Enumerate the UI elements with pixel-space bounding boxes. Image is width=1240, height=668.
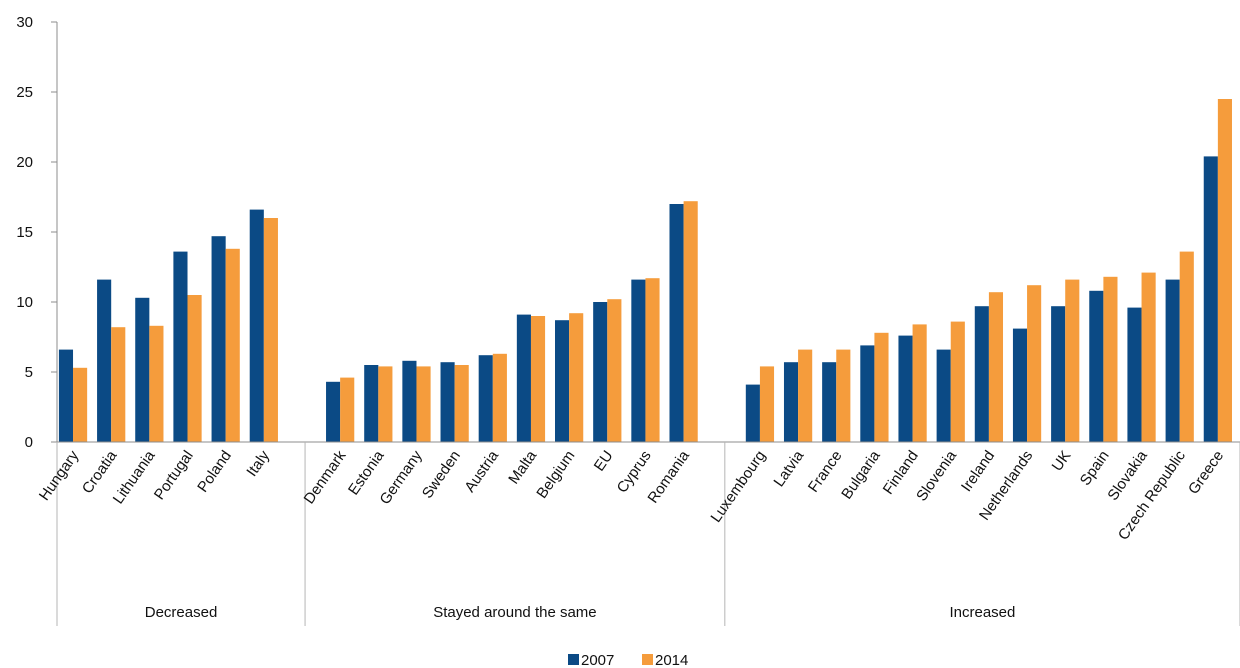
y-tick-label: 15 xyxy=(16,224,33,241)
bar-2007-italy xyxy=(249,209,264,442)
bar-2014-denmark xyxy=(340,377,355,442)
bar-2007-germany xyxy=(402,360,417,442)
bar-2014-cyprus xyxy=(645,278,660,442)
y-tick-label: 25 xyxy=(16,84,33,101)
bars xyxy=(58,99,1232,442)
category-label: Ireland xyxy=(958,448,998,495)
y-tick-label: 5 xyxy=(25,364,33,381)
bar-2014-italy xyxy=(263,218,278,442)
category-label: Denmark xyxy=(301,447,350,507)
bar-2014-latvia xyxy=(798,349,813,442)
bar-2014-luxembourg xyxy=(759,366,775,442)
bar-2014-spain xyxy=(1103,276,1118,442)
category-label: Belgium xyxy=(533,448,578,502)
bar-2007-malta xyxy=(516,314,531,442)
legend-label-2014: 2014 xyxy=(655,652,688,668)
bar-2014-germany xyxy=(416,366,431,442)
bar-2007-hungary xyxy=(58,349,74,442)
category-label: Austria xyxy=(461,447,502,496)
category-label: Cyprus xyxy=(614,448,655,497)
bar-2007-uk xyxy=(1051,306,1066,442)
bar-2014-eu xyxy=(607,299,622,442)
bar-2007-romania xyxy=(669,204,684,442)
bar-2014-sweden xyxy=(454,365,469,442)
legend-swatch-2014 xyxy=(642,654,653,665)
category-label: Bulgaria xyxy=(838,447,884,502)
bar-2007-cyprus xyxy=(631,279,646,442)
category-label: Portugal xyxy=(151,448,197,504)
category-label: Greece xyxy=(1185,448,1227,498)
bar-2007-finland xyxy=(898,335,913,442)
bar-2014-france xyxy=(836,349,851,442)
y-tick-label: 30 xyxy=(16,14,33,31)
category-label: EU xyxy=(591,448,617,475)
bar-2007-czech-republic xyxy=(1165,279,1180,442)
bar-2014-lithuania xyxy=(149,325,164,442)
bar-2007-portugal xyxy=(173,251,188,442)
bar-2014-romania xyxy=(683,201,698,442)
category-label: Italy xyxy=(243,447,273,480)
category-label: Luxembourg xyxy=(707,448,769,526)
y-axis: 0 5 10 15 20 25 30 xyxy=(16,14,58,451)
bar-2014-belgium xyxy=(569,313,584,442)
bar-2007-slovenia xyxy=(936,349,951,442)
bar-2014-greece xyxy=(1217,99,1232,442)
bar-2014-finland xyxy=(912,324,927,442)
bar-2014-bulgaria xyxy=(874,332,889,442)
category-label: Poland xyxy=(194,448,235,496)
y-tick-label: 10 xyxy=(16,294,33,311)
bar-2014-malta xyxy=(530,316,546,442)
bar-2007-slovakia xyxy=(1127,307,1142,442)
group-label: Stayed around the same xyxy=(433,604,596,621)
category-label: Slovenia xyxy=(913,447,960,504)
bar-2014-austria xyxy=(492,353,507,442)
bar-2007-greece xyxy=(1203,156,1218,442)
bar-2007-latvia xyxy=(783,362,799,442)
category-label: France xyxy=(805,448,846,496)
y-tick-label: 20 xyxy=(16,154,33,171)
bar-2007-france xyxy=(822,362,837,442)
bar-2014-estonia xyxy=(378,366,393,442)
y-tick-label: 0 xyxy=(25,434,33,451)
bar-2007-luxembourg xyxy=(745,384,760,442)
bar-2007-denmark xyxy=(326,381,341,442)
bar-2014-portugal xyxy=(187,295,202,442)
bar-2007-austria xyxy=(478,355,493,442)
bar-2007-netherlands xyxy=(1012,328,1028,442)
category-label: UK xyxy=(1049,448,1075,475)
bar-2007-eu xyxy=(593,302,608,442)
bar-2007-croatia xyxy=(97,279,112,442)
bar-2014-uk xyxy=(1065,279,1080,442)
bar-2014-croatia xyxy=(111,327,126,442)
bar-2007-poland xyxy=(211,236,226,442)
legend: 2007 2014 xyxy=(568,652,688,668)
legend-label-2007: 2007 xyxy=(581,652,614,668)
category-label: Spain xyxy=(1077,448,1113,489)
category-label: Hungary xyxy=(36,447,83,504)
x-axis: DecreasedHungaryCroatiaLithuaniaPortugal… xyxy=(36,441,1240,626)
bar-2014-czech-republic xyxy=(1179,251,1194,442)
category-label: Sweden xyxy=(419,448,464,502)
bar-2014-poland xyxy=(225,248,240,442)
bar-2007-bulgaria xyxy=(860,345,875,442)
group-label: Decreased xyxy=(145,604,218,621)
bar-2014-ireland xyxy=(988,292,1004,442)
bar-2007-spain xyxy=(1089,290,1104,442)
bar-2014-slovakia xyxy=(1141,272,1156,442)
bar-2007-ireland xyxy=(974,306,989,442)
bar-2014-slovenia xyxy=(950,321,965,442)
category-label: Malta xyxy=(505,447,540,487)
bar-2007-estonia xyxy=(364,365,379,442)
group-label: Increased xyxy=(949,604,1015,621)
category-label: Latvia xyxy=(770,447,807,490)
bar-2007-sweden xyxy=(440,362,455,442)
legend-swatch-2007 xyxy=(568,654,579,665)
bar-2007-belgium xyxy=(555,320,570,442)
bar-2014-netherlands xyxy=(1027,285,1042,442)
bar-2014-hungary xyxy=(73,367,88,442)
bar-2007-lithuania xyxy=(135,297,150,442)
